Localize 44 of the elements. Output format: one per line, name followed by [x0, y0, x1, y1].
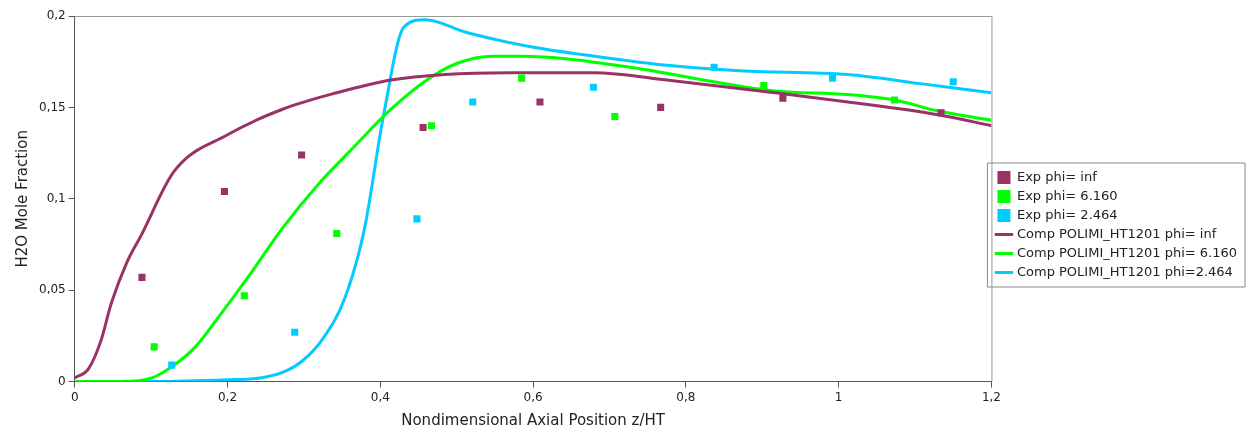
x-tick-label: 1,2 — [981, 389, 1001, 404]
point — [427, 122, 436, 130]
x-tick-label: 1 — [834, 389, 843, 404]
x-axis-title: Nondimensional Axial Position z/HT — [401, 410, 666, 429]
y-tick-label: 0,05 — [39, 282, 66, 297]
point — [829, 74, 837, 82]
point — [138, 273, 146, 281]
point — [333, 230, 341, 238]
legend-label: Comp POLIMI_HT1201 phi= inf — [1016, 225, 1217, 241]
y-tick-label: 0,2 — [46, 8, 66, 23]
x-tick-label: 0,2 — [217, 389, 238, 404]
point — [413, 215, 421, 223]
y-tick-label: 0,15 — [39, 99, 66, 114]
point — [419, 123, 427, 132]
legend-label: Exp phi= 2.464 — [1016, 206, 1118, 222]
x-tick-label: 0,4 — [370, 389, 390, 404]
legend-label: Comp POLIMI_HT1201 phi=2.464 — [1016, 263, 1233, 279]
point — [291, 328, 299, 336]
point — [779, 94, 787, 102]
point — [949, 78, 957, 86]
point — [536, 98, 544, 106]
point — [168, 361, 176, 369]
legend-label: Comp POLIMI_HT1201 phi= 6.160 — [1016, 244, 1238, 260]
point — [611, 113, 619, 121]
point — [220, 187, 228, 196]
point — [240, 292, 248, 300]
x-tick-label: 0,6 — [523, 389, 543, 404]
point — [760, 81, 768, 89]
x-tick-label: 0,8 — [676, 389, 696, 404]
y-tick-label: 0,1 — [46, 190, 66, 205]
point — [657, 103, 665, 111]
point — [937, 109, 945, 117]
point — [469, 98, 477, 106]
point — [589, 83, 597, 91]
point — [890, 96, 898, 104]
point — [150, 343, 158, 351]
x-tick-label: 0 — [70, 389, 79, 404]
y-axis-title: H2O Mole Fraction — [12, 130, 31, 268]
legend-label: Exp phi= inf — [1016, 168, 1098, 184]
point — [518, 74, 526, 82]
point — [298, 151, 306, 159]
y-tick-label: 0 — [58, 373, 66, 388]
point — [710, 63, 718, 71]
legend-label: Exp phi= 6.160 — [1016, 187, 1118, 203]
